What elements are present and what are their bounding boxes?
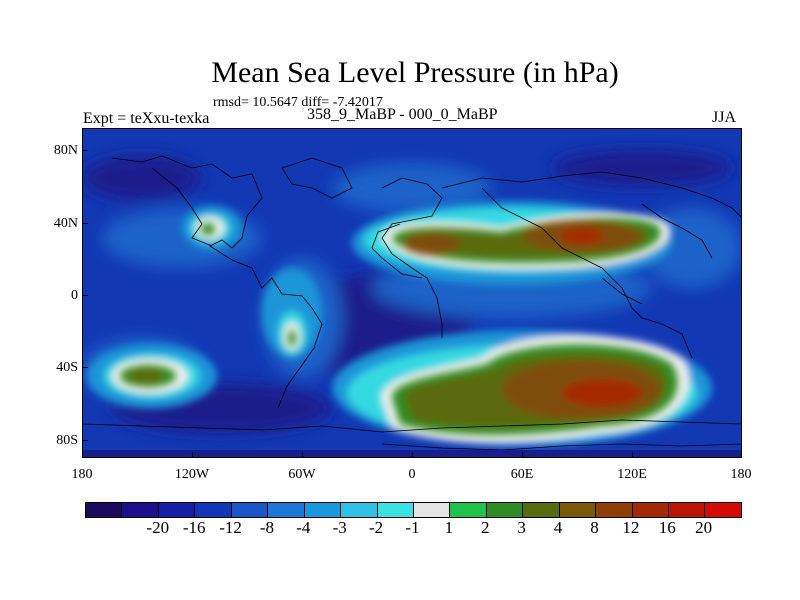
colorbar-label: -2 [369, 518, 384, 537]
tick-mark [522, 452, 523, 458]
colorbar-swatch [268, 503, 305, 517]
colorbar-label: 16 [658, 518, 676, 537]
lon-tick-label: 120E [617, 467, 647, 482]
colorbar-swatch [632, 503, 669, 517]
lon-tick-label: 180 [730, 467, 752, 482]
tick-mark [82, 295, 88, 296]
colorbar-swatch [158, 503, 196, 517]
colorbar-label: -3 [332, 518, 347, 537]
colorbar-swatch [450, 503, 487, 517]
lat-tick-label: 40N [53, 216, 78, 231]
period-label: 358_9_MaBP - 000_0_MaBP [307, 106, 498, 123]
tick-mark [82, 440, 88, 441]
map-svg [82, 128, 742, 458]
colorbar-label: -20 [146, 518, 170, 537]
lon-tick-label: 120W [174, 467, 210, 482]
colorbar-swatch [341, 503, 378, 517]
colorbar-swatch [231, 503, 269, 517]
colorbar-label: 1 [444, 518, 454, 537]
coastlines [82, 155, 742, 451]
colorbar-label: -12 [219, 518, 242, 537]
colorbar-label: 4 [553, 518, 563, 537]
colorbar [85, 502, 742, 518]
season-label: JJA [712, 109, 737, 126]
colorbar-swatch [523, 503, 560, 517]
colorbar-swatch [195, 503, 232, 517]
tick-mark [82, 150, 88, 151]
colorbar-label: -16 [182, 518, 206, 537]
tick-mark [82, 367, 88, 368]
lon-tick-label: 0 [408, 467, 416, 482]
lat-tick-label: 40S [56, 360, 78, 375]
colorbar-label: 2 [481, 518, 490, 537]
colorbar-swatch [486, 503, 524, 517]
tick-mark [412, 452, 413, 458]
colorbar-swatch [377, 503, 414, 517]
lon-tick-label: 60W [288, 467, 316, 482]
colorbar-swatch [122, 503, 159, 517]
lat-tick-label: 80S [56, 433, 78, 448]
colorbar-label: 20 [695, 518, 713, 537]
tick-mark [82, 223, 88, 224]
colorbar-label: 3 [517, 518, 526, 537]
pressure-map [82, 128, 742, 458]
tick-mark [302, 452, 303, 458]
colorbar-swatch [596, 503, 633, 517]
experiment-label: Expt = teXxu-texka [83, 110, 210, 127]
stats-label: rmsd= 10.5647 diff= -7.42017 [213, 95, 383, 110]
lon-tick-label: 60E [510, 467, 534, 482]
colorbar-swatch [705, 503, 741, 517]
lat-tick-label: 80N [53, 143, 78, 158]
colorbar-label: -8 [259, 518, 275, 537]
colorbar-swatch [669, 503, 706, 517]
colorbar-label: -4 [296, 518, 311, 537]
colorbar-swatch [304, 503, 342, 517]
field-high-core [120, 218, 678, 435]
colorbar-label: 8 [590, 518, 599, 537]
colorbar-swatch [413, 503, 451, 517]
tick-mark [632, 452, 633, 458]
lon-tick-label: 180 [71, 467, 93, 482]
colorbar-label: 12 [622, 518, 640, 537]
colorbar-swatch [86, 503, 123, 517]
colorbar-label: -1 [405, 518, 420, 537]
colorbar-swatch [559, 503, 597, 517]
plot-title: Mean Sea Level Pressure (in hPa) [211, 56, 619, 89]
lat-tick-label: 0 [71, 288, 78, 303]
tick-mark [192, 452, 193, 458]
